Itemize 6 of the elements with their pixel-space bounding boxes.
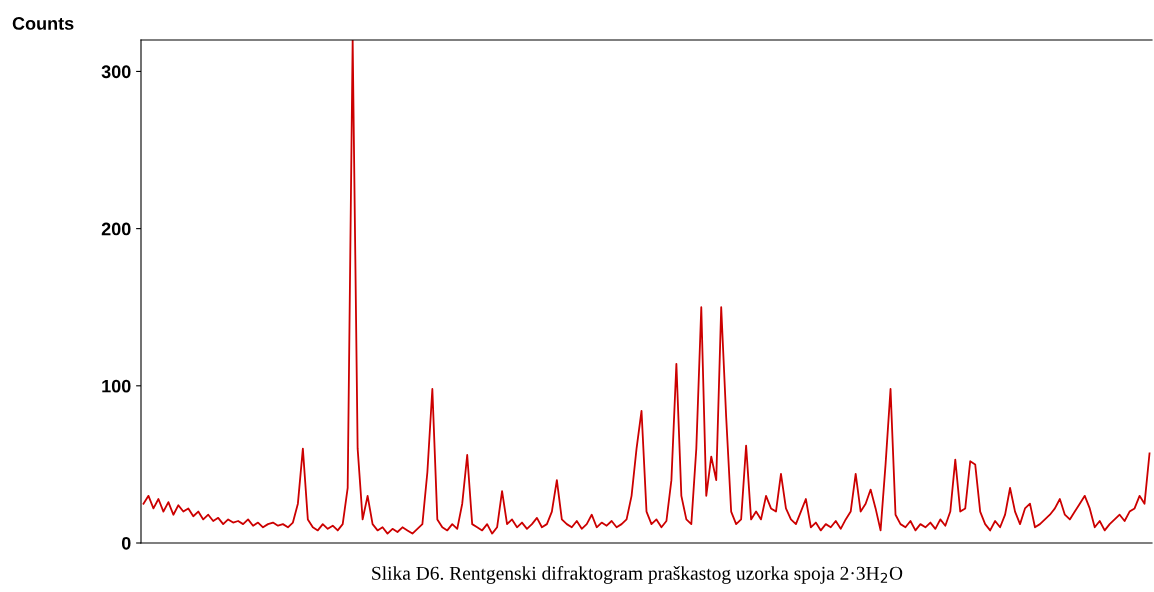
text: Slika D6. Rentgenski difraktogram praškastog uzorka spoja 2·3H$_{2}$O	[372, 565, 903, 584]
y-tick-label: 200	[101, 222, 131, 236]
y-tick-label: 100	[102, 379, 131, 393]
y-tick-label: 300	[101, 65, 131, 79]
y-axis-title: Counts	[12, 17, 74, 30]
y-tick-label: 0	[121, 536, 131, 550]
